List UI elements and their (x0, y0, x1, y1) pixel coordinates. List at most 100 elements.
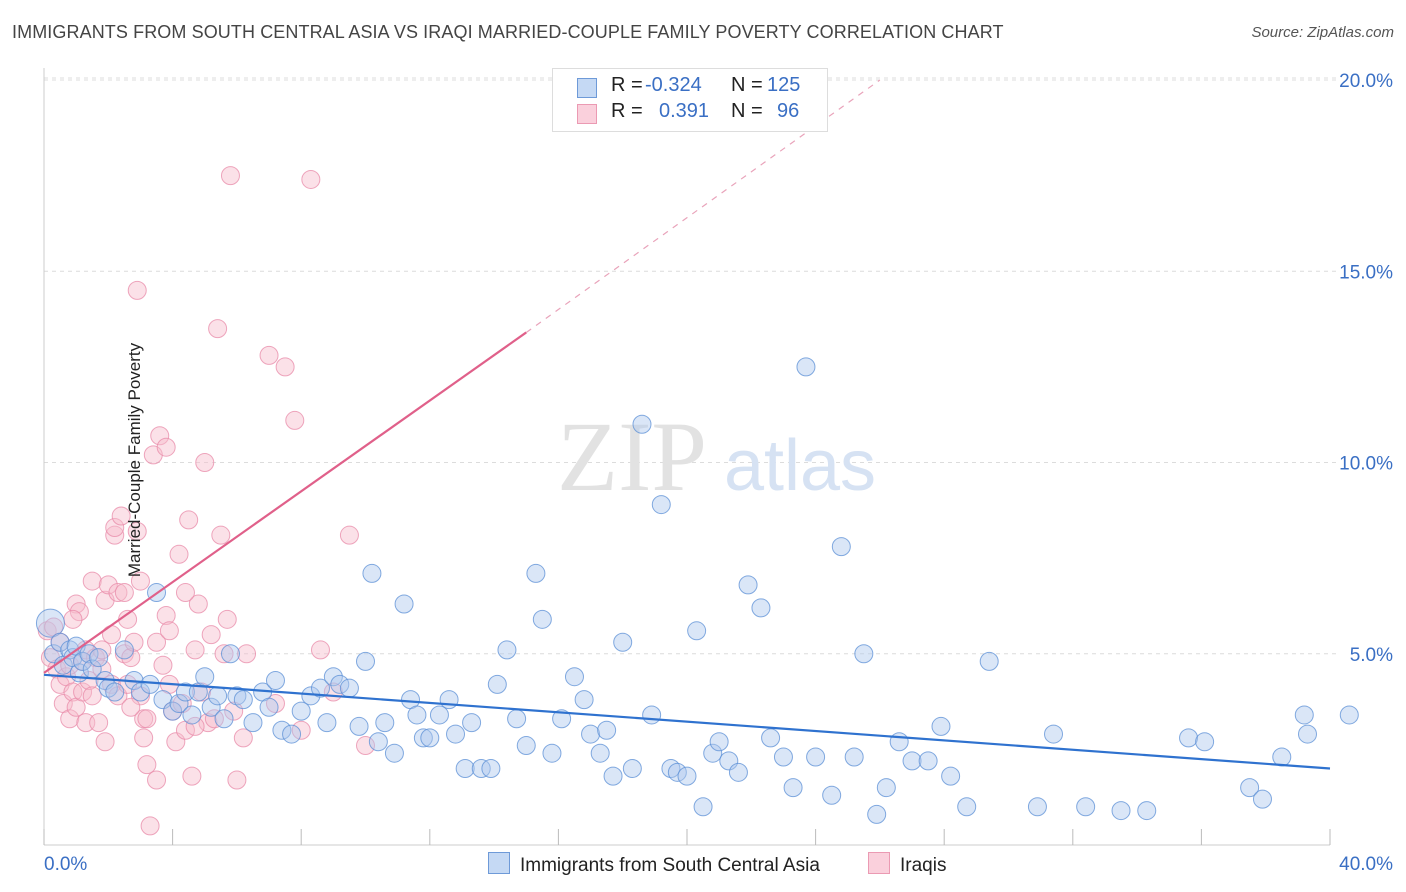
bottom-legend-series1: Immigrants from South Central Asia (488, 852, 820, 877)
iraqis-point (79, 671, 99, 691)
iraqis-point (105, 525, 125, 545)
iraqis-point (130, 571, 150, 591)
south-central-asia-point (265, 671, 285, 691)
south-central-asia-point (462, 713, 482, 733)
south-central-asia-point (590, 743, 610, 763)
south-central-asia-point (105, 682, 125, 702)
iraqis-point (92, 640, 112, 660)
x-tick-label: 0.0% (44, 854, 87, 875)
south-central-asia-point (703, 743, 723, 763)
south-central-asia-point (1294, 705, 1314, 725)
south-central-asia-point (455, 759, 475, 778)
south-central-asia-point (362, 563, 382, 583)
iraqis-point (169, 544, 189, 564)
iraqis-point (147, 770, 167, 790)
south-central-asia-point (282, 724, 302, 744)
south-central-asia-point (1044, 724, 1064, 744)
south-central-asia-point (728, 762, 748, 782)
south-central-asia-point (413, 728, 433, 748)
iraqis-point (204, 709, 224, 729)
south-central-asia-point (73, 651, 93, 671)
south-central-asia-point (761, 728, 781, 748)
south-central-asia-point (50, 632, 70, 652)
iraqis-point (82, 571, 102, 591)
south-central-asia-point (243, 713, 263, 733)
south-central-asia-point (941, 766, 961, 786)
iraqis-point (105, 518, 125, 538)
watermark-atlas: atlas (724, 426, 876, 506)
iraqis-point (111, 506, 131, 526)
south-central-asia-point (516, 736, 536, 756)
iraqis-point (233, 728, 253, 748)
iraqis-point (73, 682, 93, 702)
south-central-asia-point (507, 709, 527, 729)
iraqis-point (195, 453, 215, 472)
south-central-asia-point (552, 709, 572, 729)
legend-swatch-pink (577, 104, 597, 124)
south-central-asia-point (356, 651, 375, 671)
iraqis-point (66, 594, 86, 614)
iraqis-points (37, 166, 375, 836)
south-central-asia-point (876, 778, 896, 798)
south-central-asia-point (677, 766, 697, 786)
south-central-asia-point (574, 690, 594, 710)
gridlines (44, 77, 1340, 655)
iraqis-point (137, 755, 157, 775)
south-central-asia-point (291, 701, 311, 721)
iraqis-point (114, 583, 134, 603)
iraqis-point (220, 166, 240, 186)
south-central-asia-point (931, 716, 951, 736)
bottom-legend-series2: Iraqis (868, 852, 946, 877)
south-central-asia-point (542, 743, 562, 763)
south-central-asia-point (844, 747, 864, 767)
south-central-asia-point (603, 766, 623, 786)
south-central-asia-point (642, 705, 662, 725)
iraqis-point (63, 609, 83, 629)
iraqis-point (175, 583, 195, 603)
legend-n-value: 96 (777, 100, 800, 122)
chart-title: IMMIGRANTS FROM SOUTH CENTRAL ASIA VS IR… (12, 22, 1004, 42)
south-central-asia-point (394, 594, 414, 614)
legend-n-value: 125 (767, 74, 801, 96)
south-central-asia-point (429, 705, 449, 725)
south-central-asia-point (233, 690, 253, 710)
south-central-asia-point (182, 705, 202, 725)
iraqis-point (121, 648, 141, 668)
trend-line-south-central-asia (43, 673, 1331, 770)
south-central-asia-point (622, 759, 642, 778)
south-central-asia-point (709, 732, 729, 752)
south-central-asia-point (889, 732, 909, 752)
axes (43, 68, 1331, 846)
iraqis-point (150, 426, 170, 446)
legend-r-value: 0.391 (659, 100, 710, 122)
south-central-asia-point (169, 693, 189, 713)
iraqis-point (208, 319, 228, 339)
iraqis-point (179, 510, 199, 530)
south-central-asia-point (918, 751, 938, 771)
south-central-asia-point (751, 598, 771, 618)
iraqis-point (201, 625, 221, 645)
iraqis-point (63, 682, 83, 702)
south-central-asia-point (497, 640, 517, 660)
legend-n-label: N = (731, 100, 763, 122)
south-central-asia-point (831, 537, 851, 557)
iraqis-point (185, 640, 205, 660)
south-central-asia-point (349, 716, 369, 736)
south-central-asia-point (687, 621, 707, 641)
iraqis-point (188, 594, 208, 614)
south-central-asia-point (979, 651, 999, 671)
south-central-asia-point (375, 713, 395, 733)
iraqis-point (214, 644, 234, 664)
iraqis-point (124, 632, 144, 652)
iraqis-point (156, 606, 176, 625)
south-central-asia-point (384, 743, 404, 763)
iraqis-point (356, 736, 375, 756)
iraqis-point (339, 525, 359, 545)
y-axis-label: Married-Couple Family Poverty (125, 342, 145, 578)
iraqis-point (60, 655, 80, 675)
south-central-asia-point (487, 674, 507, 694)
legend-n-label: N = (731, 74, 763, 96)
south-central-asia-point (1179, 728, 1199, 748)
iraqis-point (310, 640, 330, 660)
